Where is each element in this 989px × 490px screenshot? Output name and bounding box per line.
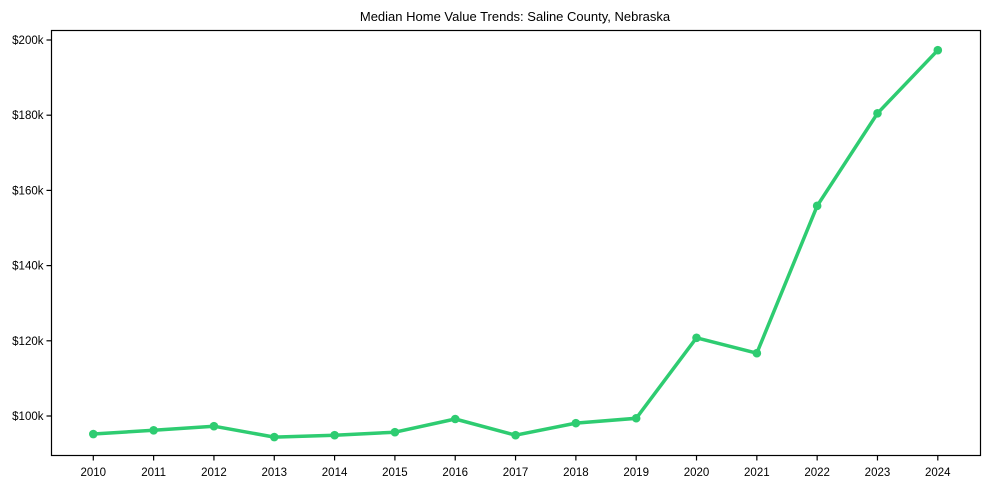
x-tick-label: 2021 [744,467,770,479]
y-tick-label: $140k [12,261,44,273]
data-point-marker [511,430,520,440]
data-point-marker [692,333,701,343]
series-layer [89,45,943,442]
y-tick-label: $160k [12,185,44,197]
x-axis: 2010 2011 2012 2013 2014 2015 2016 2017 2018 2019… [81,455,951,479]
x-tick-label: 2012 [201,467,227,479]
x-tick-label: 2020 [684,467,710,479]
data-point-marker [209,421,219,431]
plot-frame [50,29,982,457]
x-tick-label: 2011 [141,467,166,479]
data-point-marker [571,418,581,428]
x-tick-label: 2022 [804,467,830,479]
data-point-marker [812,201,822,211]
x-tick-label: 2024 [925,467,951,479]
data-point-marker [752,348,762,358]
x-tick-label: 2015 [382,467,408,479]
x-tick-label: 2019 [623,467,649,479]
data-point-marker [390,427,400,437]
chart-title: Median Home Value Trends: Saline County,… [360,9,671,24]
data-point-marker [149,425,158,435]
y-tick-label: $100k [12,411,44,423]
x-tick-label: 2014 [322,467,348,479]
x-tick-label: 2010 [81,467,107,479]
data-point-marker [450,414,460,424]
y-axis: $100k $120k $140k $160k $180k $200k [12,35,52,423]
x-tick-label: 2017 [503,467,529,479]
data-point-marker [269,432,279,442]
data-point-marker [631,413,641,423]
y-tick-label: $180k [12,110,44,122]
x-tick-label: 2023 [865,467,891,479]
x-tick-label: 2016 [442,467,468,479]
data-point-marker [330,430,339,440]
y-tick-label: $120k [12,336,44,348]
y-tick-label: $200k [12,35,44,47]
x-tick-label: 2018 [563,467,589,479]
x-tick-label: 2013 [261,467,287,479]
data-point-marker [933,45,943,55]
series-line [91,48,940,439]
data-point-marker [873,109,882,118]
data-point-marker [89,429,98,439]
